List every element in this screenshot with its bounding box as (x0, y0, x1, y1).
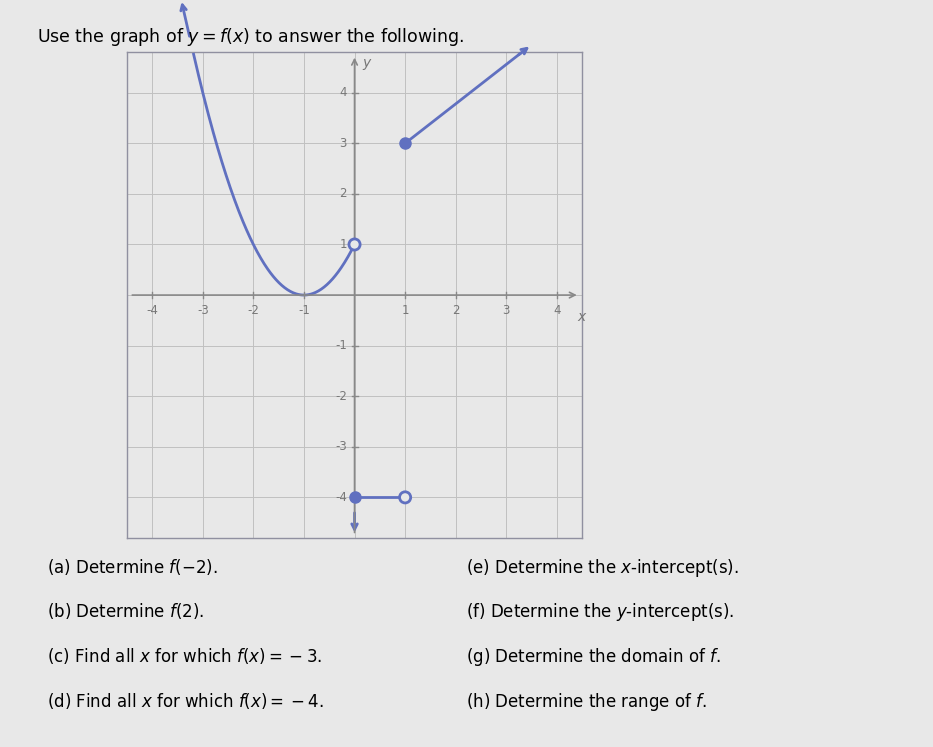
Text: (b) Determine $f(2)$.: (b) Determine $f(2)$. (47, 601, 203, 622)
Text: 4: 4 (553, 304, 561, 317)
Text: -1: -1 (298, 304, 310, 317)
Circle shape (399, 492, 411, 503)
Text: (g) Determine the domain of $f$.: (g) Determine the domain of $f$. (466, 646, 721, 668)
Text: (a) Determine $f(-2)$.: (a) Determine $f(-2)$. (47, 557, 217, 577)
Text: (c) Find all $x$ for which $f(x)=-3$.: (c) Find all $x$ for which $f(x)=-3$. (47, 646, 322, 666)
Circle shape (349, 239, 360, 250)
Text: (e) Determine the $x$-intercept(s).: (e) Determine the $x$-intercept(s). (466, 557, 739, 578)
Text: $x$: $x$ (577, 310, 588, 324)
Text: 2: 2 (452, 304, 459, 317)
Text: -4: -4 (335, 491, 347, 504)
Text: 1: 1 (401, 304, 409, 317)
Text: (f) Determine the $y$-intercept(s).: (f) Determine the $y$-intercept(s). (466, 601, 735, 623)
Text: 3: 3 (340, 137, 347, 150)
Text: 2: 2 (340, 187, 347, 200)
Text: -2: -2 (335, 390, 347, 403)
Text: -3: -3 (197, 304, 209, 317)
Text: 4: 4 (340, 86, 347, 99)
Text: -3: -3 (335, 440, 347, 453)
Text: 3: 3 (503, 304, 510, 317)
Text: -1: -1 (335, 339, 347, 352)
Text: Use the graph of $y=f(x)$ to answer the following.: Use the graph of $y=f(x)$ to answer the … (37, 26, 464, 48)
Text: (h) Determine the range of $f$.: (h) Determine the range of $f$. (466, 691, 707, 713)
Text: $y$: $y$ (362, 58, 373, 72)
Text: (d) Find all $x$ for which $f(x)=-4$.: (d) Find all $x$ for which $f(x)=-4$. (47, 691, 323, 711)
Text: -4: -4 (146, 304, 159, 317)
Text: 1: 1 (340, 238, 347, 251)
Text: -2: -2 (247, 304, 259, 317)
